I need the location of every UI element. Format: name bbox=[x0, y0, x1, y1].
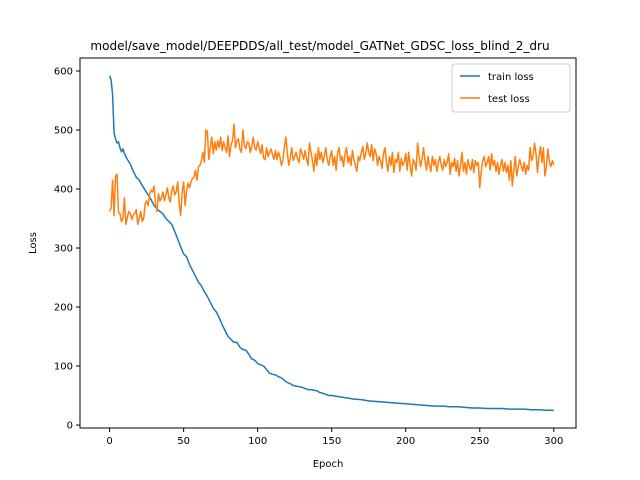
y-tick-label: 600 bbox=[54, 66, 73, 77]
axes-frame bbox=[79, 57, 577, 429]
x-tick-label: 150 bbox=[322, 436, 341, 447]
legend-label-train-loss: train loss bbox=[488, 72, 534, 83]
plot-area bbox=[79, 57, 577, 429]
x-axis: 0 50 100 150 200 250 300 bbox=[106, 428, 563, 447]
x-tick-label: 250 bbox=[470, 436, 489, 447]
x-tick-label: 0 bbox=[106, 436, 112, 447]
x-tick-label: 200 bbox=[396, 436, 415, 447]
y-tick-label: 300 bbox=[54, 244, 73, 255]
y-tick-label: 400 bbox=[54, 185, 73, 196]
y-tick-label: 0 bbox=[67, 421, 73, 432]
x-tick-label: 100 bbox=[248, 436, 267, 447]
x-tick-label: 50 bbox=[177, 436, 190, 447]
x-tick-label: 300 bbox=[544, 436, 563, 447]
plot-background bbox=[80, 58, 576, 428]
series-line-test-loss bbox=[108, 123, 555, 226]
y-tick-label: 500 bbox=[54, 125, 73, 136]
y-tick-label: 100 bbox=[54, 362, 73, 373]
legend: train loss test loss bbox=[451, 63, 571, 113]
series-layer bbox=[108, 75, 555, 412]
y-axis: 0 100 200 300 400 500 600 bbox=[54, 66, 80, 432]
y-axis-label: Loss bbox=[28, 232, 39, 254]
chart-title: model/save_model/DEEPDDS/all_test/model_… bbox=[90, 39, 549, 53]
legend-box bbox=[451, 63, 571, 113]
x-axis-label: Epoch bbox=[313, 459, 344, 470]
legend-label-test-loss: test loss bbox=[488, 94, 530, 105]
y-tick-label: 200 bbox=[54, 303, 73, 314]
